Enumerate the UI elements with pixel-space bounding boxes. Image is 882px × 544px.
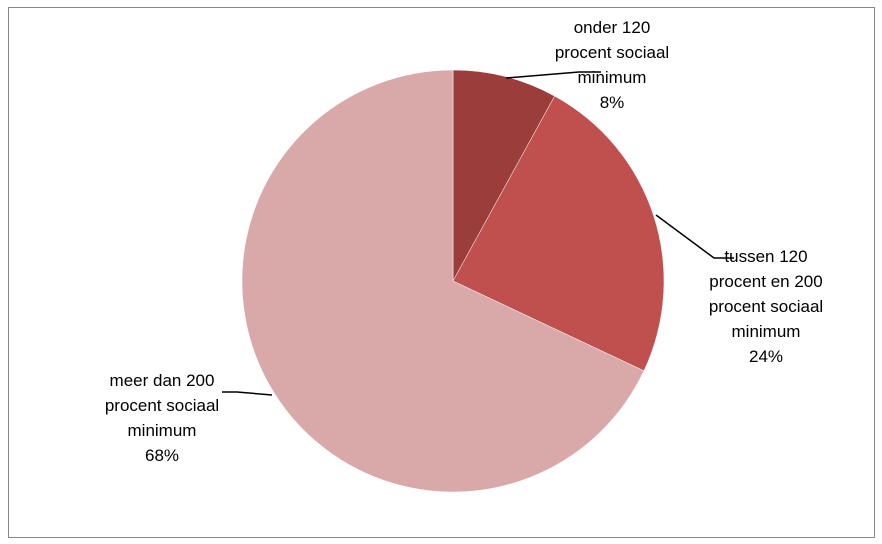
pie-slice-2 <box>452 95 665 372</box>
slice-category-label-line: procent sociaal <box>709 297 823 316</box>
pie-chart: onder 120 procent sociaal minimum 8% tussen … <box>105 18 823 493</box>
slice-value-label: 24% <box>749 347 783 366</box>
slice-category-label-line: onder 120 <box>574 18 651 37</box>
leader-line-3 <box>222 391 273 396</box>
slice-category-label-line: procent sociaal <box>555 43 669 62</box>
slice-category-label-line: tussen 120 <box>724 247 807 266</box>
slice-label-2: tussen 120 procent en 200 procent sociaal m… <box>709 247 823 366</box>
slice-value-label: 8% <box>600 93 625 112</box>
slice-label-1: onder 120 procent sociaal minimum 8% <box>555 18 669 112</box>
leader-line-2 <box>655 214 734 259</box>
slice-value-label: 68% <box>145 446 179 465</box>
slice-label-3: meer dan 200 procent sociaal minimum 68% <box>105 371 219 465</box>
pie-slice-1 <box>452 69 555 282</box>
leader-line-1 <box>505 71 601 79</box>
slice-category-label-line: minimum <box>578 68 647 87</box>
chart-frame: onder 120 procent sociaal minimum 8% tussen … <box>8 7 875 538</box>
slice-category-label-line: minimum <box>732 322 801 341</box>
slice-category-label-line: procent en 200 <box>709 272 822 291</box>
pie-slice-3 <box>241 69 645 493</box>
slice-category-label-line: meer dan 200 <box>110 371 215 390</box>
slice-category-label-line: minimum <box>128 421 197 440</box>
slice-category-label-line: procent sociaal <box>105 396 219 415</box>
